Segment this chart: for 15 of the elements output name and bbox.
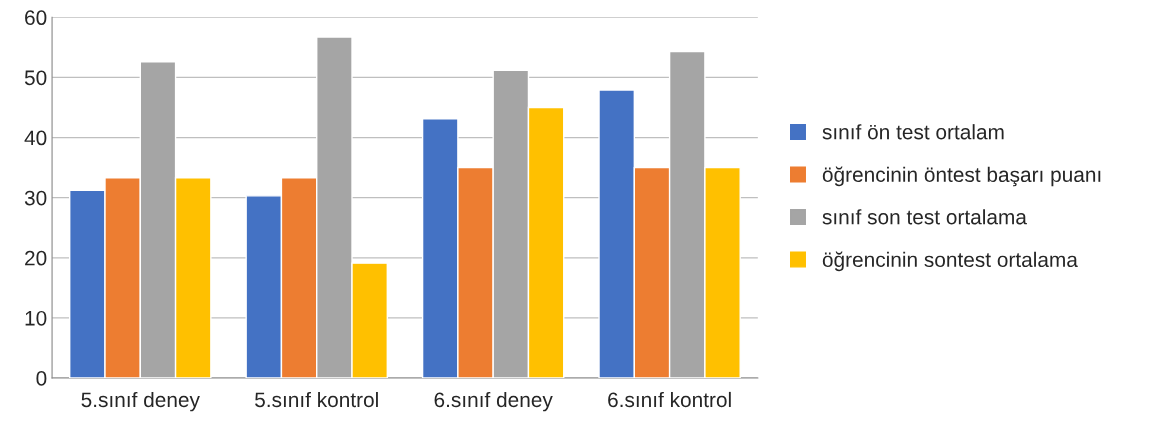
x-tick-label: 5.sınıf kontrol — [255, 391, 378, 408]
x-tick-label: 6.sınıf kontrol — [608, 391, 731, 408]
legend-label: sınıf son test ortalama — [822, 209, 1027, 225]
y-tick-label: 60 — [25, 10, 47, 26]
legend-label: sınıf ön test ortalam — [822, 124, 1004, 140]
y-tick-label: 0 — [36, 371, 47, 386]
legend-label: öğrencinin sontest ortalama — [822, 251, 1078, 272]
y-tick-label: 20 — [25, 250, 47, 266]
y-tick-label: 10 — [25, 310, 47, 326]
legend-label: öğrencinin öntest başarı puanı — [822, 166, 1101, 187]
y-tick-label: 50 — [24, 70, 47, 86]
y-tick-label: 40 — [24, 130, 47, 146]
x-tick-label: 5.sınıf deney — [81, 391, 200, 412]
x-tick-label: 6.sınıf deney — [434, 391, 553, 412]
y-tick-label: 30 — [24, 190, 47, 206]
